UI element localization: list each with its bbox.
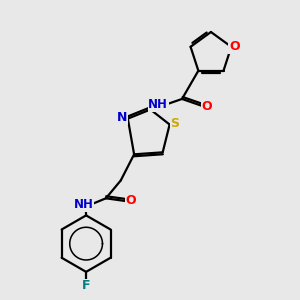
Text: F: F [82,279,90,292]
Text: O: O [229,40,240,53]
Text: NH: NH [74,198,94,211]
Text: S: S [170,117,179,130]
Text: N: N [117,111,128,124]
Text: O: O [125,194,136,207]
Text: NH: NH [148,98,168,111]
Text: O: O [202,100,212,113]
